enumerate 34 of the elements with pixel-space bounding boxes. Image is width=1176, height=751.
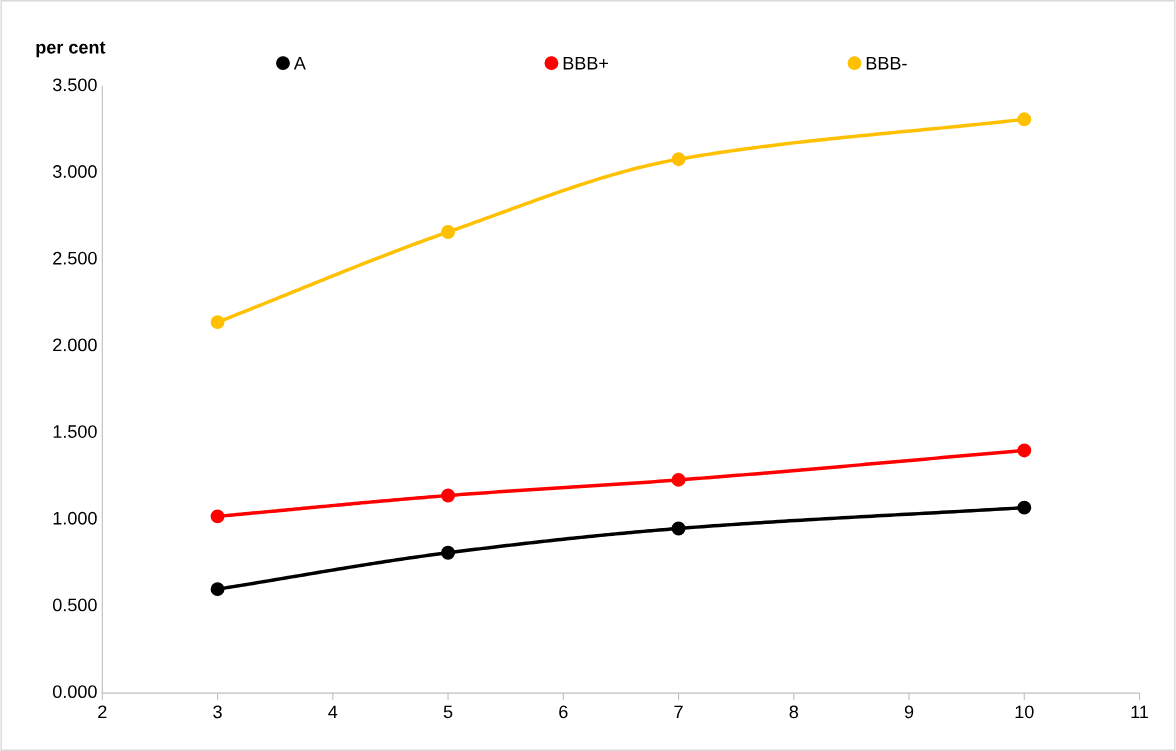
y-tick-label: 2.000 (53, 338, 97, 352)
y-tick-label: 1.500 (53, 425, 97, 438)
point (441, 225, 456, 239)
y-axis-title: per cent (36, 41, 106, 58)
point (671, 152, 686, 167)
point (210, 315, 225, 330)
x-tick-label: 4 (328, 705, 338, 719)
y-tick-label: 3.500 (52, 78, 97, 92)
point (1017, 443, 1032, 458)
x-tick-label: 11 (1131, 705, 1149, 719)
y-tick-label: 0.500 (52, 598, 97, 612)
y-tick-label: 2.500 (53, 251, 97, 265)
point (671, 521, 686, 536)
y-tick-label: 3.000 (52, 165, 97, 178)
x-tick-label: 8 (789, 705, 799, 719)
point (441, 545, 456, 560)
x-tick-label: 9 (904, 705, 914, 719)
legend-label: BBB+ (563, 56, 609, 70)
x-tick-label: 7 (674, 705, 683, 719)
point (210, 582, 225, 597)
point (671, 472, 686, 487)
y-tick-label: 1.000 (53, 511, 97, 525)
x-tick-label: 10 (1015, 705, 1034, 719)
x-tick-label: 3 (213, 705, 222, 719)
point (1017, 112, 1032, 127)
x-tick-label: 2 (98, 705, 107, 719)
point (210, 509, 225, 524)
y-tick-label: 0.000 (52, 685, 97, 699)
legend-label: BBB- (866, 56, 907, 70)
x-tick-label: 6 (559, 705, 568, 719)
x-tick-label: 5 (443, 705, 453, 719)
point (1017, 500, 1032, 515)
legend-label: A (293, 56, 306, 70)
point (441, 488, 456, 503)
